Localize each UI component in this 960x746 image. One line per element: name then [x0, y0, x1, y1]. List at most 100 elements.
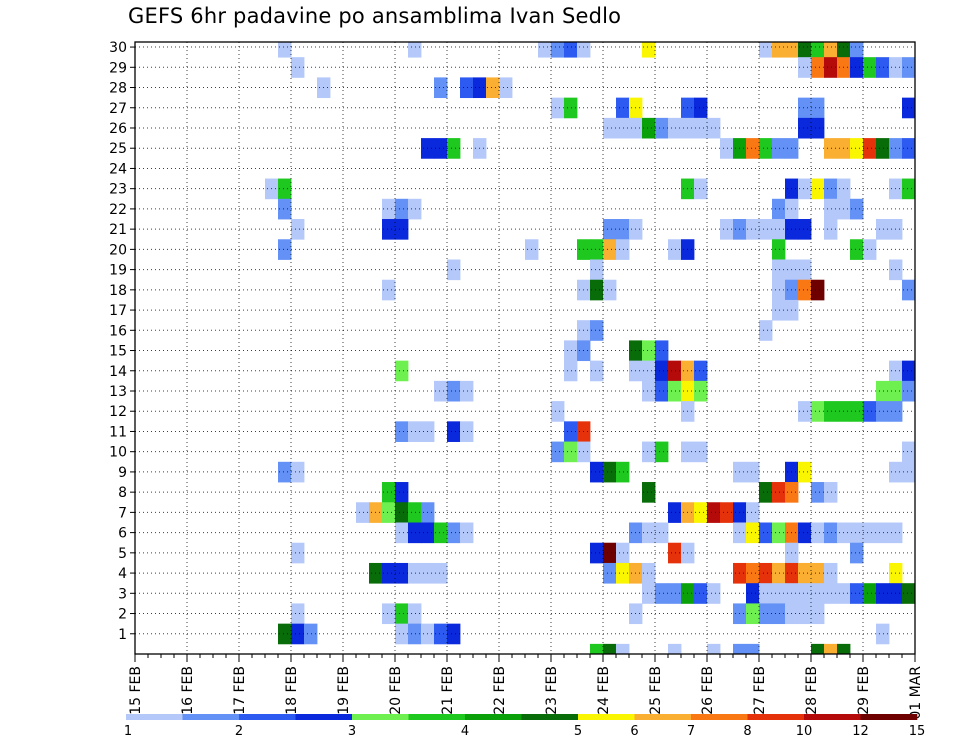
- heatmap-cell: [642, 340, 656, 362]
- heatmap-cell: [616, 239, 630, 260]
- heatmap-cell: [772, 299, 786, 321]
- legend-label: 5: [574, 724, 582, 739]
- heatmap-cell: [902, 57, 916, 78]
- heatmap-cell: [382, 219, 396, 240]
- y-tick-label: 11: [109, 424, 127, 440]
- heatmap-cell: [876, 57, 890, 78]
- x-axis-ticks: 15 FEB 16 FEB 17 FEB 18 FEB 19 FEB 20 FEB 21 F…: [128, 654, 924, 720]
- heatmap-cell: [798, 583, 812, 604]
- heatmap-cell: [759, 562, 773, 584]
- heatmap-cell: [603, 279, 617, 301]
- heatmap-cell: [447, 421, 461, 442]
- heatmap-cell: [811, 522, 825, 544]
- heatmap-cell: [824, 42, 838, 58]
- heatmap-cell: [551, 441, 565, 463]
- heatmap-cell: [811, 482, 825, 503]
- heatmap-cell: [551, 42, 565, 58]
- heatmap-cell: [603, 219, 617, 240]
- heatmap-cell: [811, 178, 825, 200]
- heatmap-cell: [772, 279, 786, 301]
- legend-label: 4: [461, 724, 469, 739]
- legend-label: 10: [796, 724, 813, 739]
- heatmap-cell: [434, 138, 448, 159]
- heatmap-cell: [603, 562, 617, 584]
- heatmap-cell: [616, 219, 630, 240]
- legend-swatch: [691, 714, 748, 720]
- x-tick-label: 26 FEB: [700, 666, 716, 715]
- heatmap-cell: [447, 138, 461, 159]
- legend-label: 2: [235, 724, 243, 739]
- heatmap-cell: [798, 97, 812, 119]
- heatmap-cell: [902, 441, 916, 463]
- heatmap-cell: [395, 522, 409, 544]
- heatmap-cell: [746, 643, 760, 655]
- heatmap-cell: [824, 562, 838, 584]
- heatmap-cell: [564, 340, 578, 362]
- heatmap-cell: [902, 583, 916, 604]
- heatmap-cell: [772, 259, 786, 281]
- heatmap-cell: [720, 138, 734, 159]
- heatmap-cell: [603, 117, 617, 139]
- y-tick-label: 26: [109, 121, 127, 137]
- x-tick-label: 23 FEB: [544, 666, 560, 715]
- heatmap-cell: [447, 623, 461, 645]
- heatmap-cell: [655, 340, 669, 362]
- heatmap-cell: [876, 401, 890, 422]
- heatmap-cell: [837, 643, 851, 655]
- heatmap-cell: [668, 502, 682, 523]
- heatmap-cell: [902, 138, 916, 159]
- heatmap-cell: [759, 583, 773, 604]
- y-tick-label: 16: [109, 323, 127, 339]
- heatmap-cell: [538, 42, 552, 58]
- heatmap-cell: [772, 138, 786, 159]
- heatmap-cell: [460, 522, 474, 544]
- heatmap-cell: [291, 219, 305, 240]
- heatmap-cell: [876, 522, 890, 544]
- heatmap-cell: [863, 239, 877, 260]
- heatmap-cell: [616, 643, 630, 655]
- x-tick-label: 28 FEB: [804, 666, 820, 715]
- heatmap-cell: [590, 320, 604, 341]
- heatmap-cell: [382, 482, 396, 503]
- x-tick-label: 17 FEB: [232, 666, 248, 715]
- heatmap-cell: [642, 522, 656, 544]
- heatmap-cell: [564, 97, 578, 119]
- heatmap-cell: [304, 623, 318, 645]
- heatmap-cell: [603, 643, 617, 655]
- color-legend: 1234567810121520: [124, 714, 925, 739]
- legend-label: 7: [687, 724, 695, 739]
- heatmap-cell: [746, 603, 760, 625]
- heatmap-cell: [772, 42, 786, 58]
- heatmap-cell: [382, 502, 396, 523]
- y-tick-label: 22: [109, 202, 127, 218]
- heatmap-cell: [408, 502, 422, 523]
- heatmap-cell: [824, 178, 838, 200]
- heatmap-cell: [434, 522, 448, 544]
- heatmap-cell: [707, 643, 721, 655]
- heatmap-cell: [694, 178, 708, 200]
- heatmap-cell: [824, 219, 838, 240]
- heatmap-cell: [811, 57, 825, 78]
- heatmap-cell: [694, 97, 708, 119]
- heatmap-cell: [408, 562, 422, 584]
- heatmap-cell: [642, 117, 656, 139]
- y-tick-label: 28: [109, 81, 127, 97]
- x-tick-label: 18 FEB: [284, 666, 300, 715]
- y-tick-label: 10: [109, 445, 127, 461]
- heatmap-cell: [798, 117, 812, 139]
- heatmap-cell: [811, 401, 825, 422]
- heatmap-cell: [876, 219, 890, 240]
- heatmap-cell: [590, 643, 604, 655]
- heatmap-cell: [447, 259, 461, 281]
- heatmap-cell: [668, 239, 682, 260]
- legend-label: 8: [743, 724, 751, 739]
- heatmap-cell: [590, 239, 604, 260]
- heatmap-cell: [382, 198, 396, 220]
- y-tick-label: 1: [118, 627, 127, 643]
- heatmap-cell: [447, 522, 461, 544]
- heatmap-cells: [265, 42, 916, 655]
- heatmap-cell: [850, 42, 864, 58]
- y-tick-label: 12: [109, 404, 127, 420]
- heatmap-cell: [655, 360, 669, 382]
- heatmap-cell: [291, 603, 305, 625]
